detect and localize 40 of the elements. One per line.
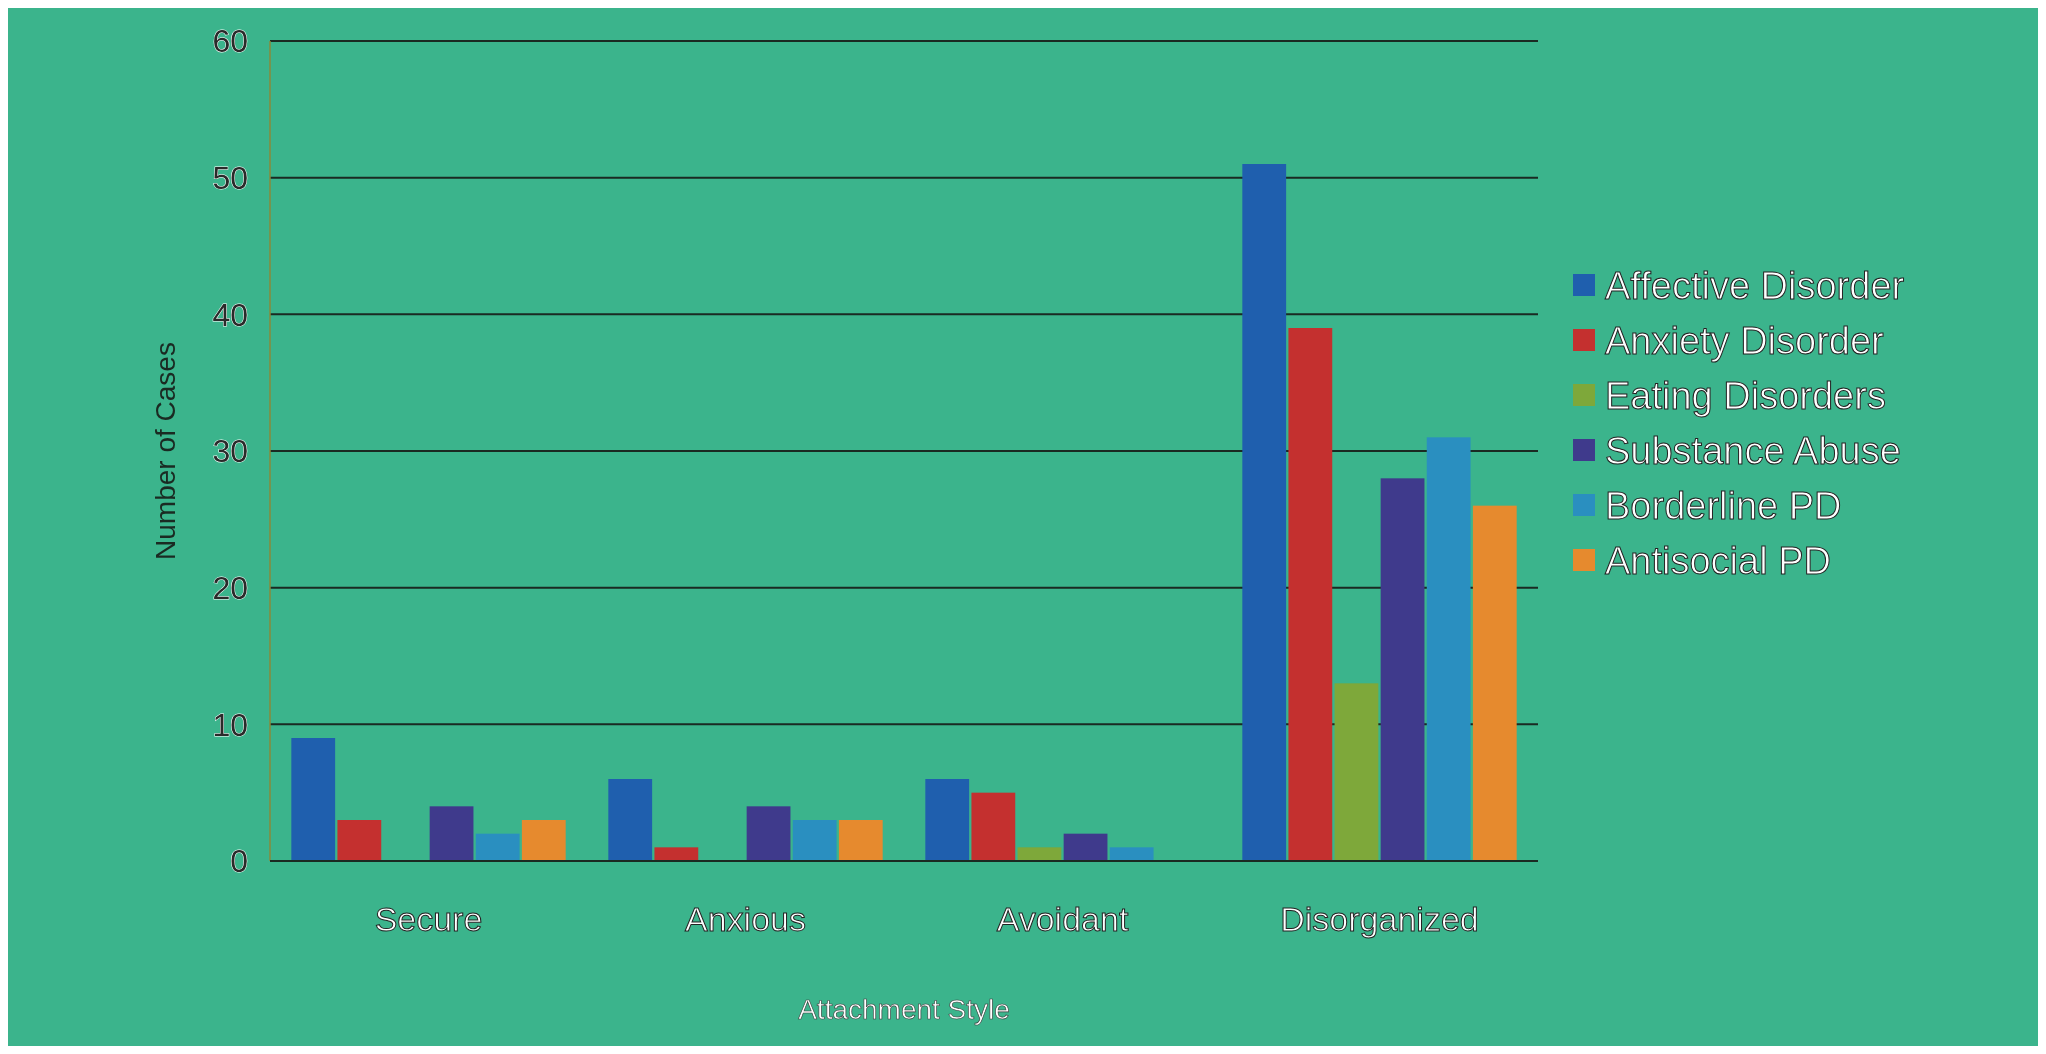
y-axis-title: Number of Cases — [150, 342, 181, 560]
bar — [337, 820, 382, 861]
legend-label: Anxiety Disorder — [1605, 320, 1885, 363]
y-tick-label: 0 — [230, 843, 248, 880]
x-axis-title: Attachment Style — [798, 994, 1010, 1025]
x-tick-label: Disorganized — [1280, 900, 1479, 938]
bar — [746, 806, 791, 861]
y-tick-label: 10 — [212, 706, 248, 743]
bar — [1288, 328, 1333, 861]
bar — [1334, 683, 1379, 861]
x-tick-label: Secure — [374, 900, 483, 938]
bar — [971, 792, 1016, 861]
x-tick-label: Avoidant — [996, 900, 1129, 938]
legend-label: Antisocial PD — [1605, 540, 1831, 583]
bar — [1063, 833, 1108, 861]
bar — [838, 820, 883, 861]
bar — [792, 820, 837, 861]
legend-label: Eating Disorders — [1605, 375, 1886, 418]
bar — [1472, 505, 1517, 861]
y-tick-label: 60 — [212, 23, 248, 60]
bar — [521, 820, 566, 861]
bar — [1242, 164, 1287, 861]
bar — [1109, 847, 1154, 861]
y-tick-label: 40 — [212, 296, 248, 333]
bar — [654, 847, 699, 861]
y-tick-label: 50 — [212, 159, 248, 196]
bar — [1380, 478, 1425, 861]
legend-label: Substance Abuse — [1605, 430, 1901, 473]
legend-label: Affective Disorder — [1605, 265, 1905, 308]
bar — [1426, 437, 1471, 861]
bar — [291, 738, 336, 861]
bar — [925, 779, 970, 861]
bar — [475, 833, 520, 861]
bar — [1017, 847, 1062, 861]
y-tick-label: 30 — [212, 433, 248, 470]
bar — [429, 806, 474, 861]
bar — [608, 779, 653, 861]
y-tick-label: 20 — [212, 569, 248, 606]
legend-label: Borderline PD — [1605, 485, 1842, 528]
x-tick-label: Anxious — [685, 900, 806, 938]
